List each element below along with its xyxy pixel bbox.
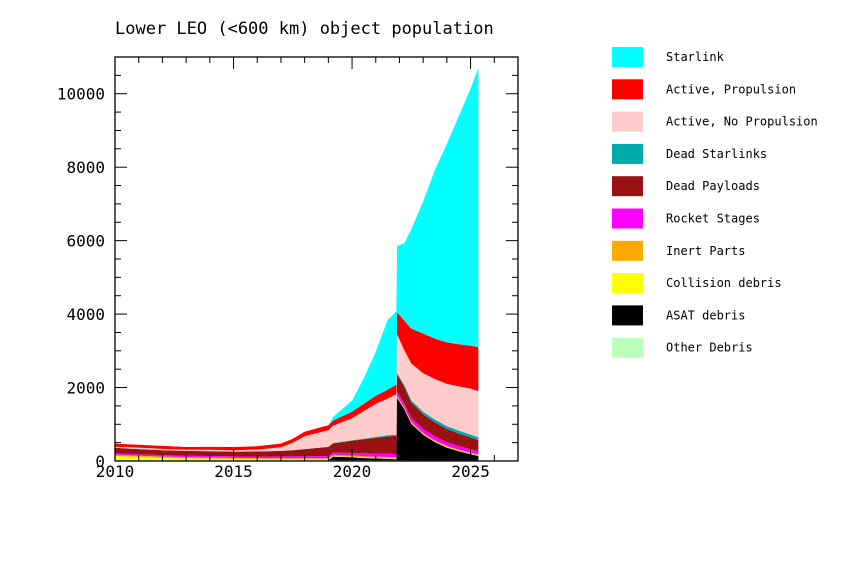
legend-swatch-active-no-propulsion bbox=[612, 111, 643, 132]
legend-swatch-other-debris bbox=[612, 337, 643, 358]
axis-ticks bbox=[114, 56, 519, 462]
legend-swatch-dead-starlinks bbox=[612, 143, 643, 164]
legend-label-asat-debris: ASAT debris bbox=[666, 308, 745, 322]
legend-label-inert-parts: Inert Parts bbox=[666, 244, 745, 258]
legend-swatch-starlink bbox=[612, 47, 643, 67]
area-asat-debris bbox=[115, 397, 479, 461]
legend-label-collision-debris: Collision debris bbox=[666, 276, 782, 290]
y-tick-label: 4000 bbox=[66, 305, 105, 324]
legend-label-active-no-propulsion: Active, No Propulsion bbox=[666, 115, 818, 129]
legend-label-active-propulsion: Active, Propulsion bbox=[666, 82, 796, 96]
legend-swatch-collision-debris bbox=[612, 273, 643, 294]
y-tick-label: 10000 bbox=[57, 85, 105, 104]
legend-swatch-rocket-stages bbox=[612, 208, 643, 229]
y-axis: 0 2000 4000 6000 8000 10000 bbox=[57, 85, 105, 471]
area-starlink bbox=[115, 68, 479, 447]
x-tick-label: 2015 bbox=[214, 462, 253, 481]
legend-label-dead-payloads: Dead Payloads bbox=[666, 179, 760, 193]
legend-label-dead-starlinks: Dead Starlinks bbox=[666, 147, 767, 161]
legend: Starlink Active, Propulsion Active, No Pro… bbox=[612, 47, 818, 358]
y-tick-label: 2000 bbox=[66, 379, 105, 398]
y-tick-label: 6000 bbox=[66, 232, 105, 251]
legend-swatch-asat-debris bbox=[612, 305, 643, 326]
legend-label-starlink: Starlink bbox=[666, 50, 725, 64]
y-tick-label: 8000 bbox=[66, 158, 105, 177]
x-tick-label: 2020 bbox=[333, 462, 372, 481]
legend-swatch-active-propulsion bbox=[612, 79, 643, 100]
legend-label-rocket-stages: Rocket Stages bbox=[666, 212, 760, 226]
legend-swatch-dead-payloads bbox=[612, 176, 643, 197]
legend-swatch-inert-parts bbox=[612, 240, 643, 261]
x-tick-label: 2010 bbox=[96, 462, 135, 481]
legend-label-other-debris: Other Debris bbox=[666, 341, 753, 355]
x-axis: 2010 2015 2020 2025 bbox=[96, 462, 490, 481]
chart-title: Lower LEO (<600 km) object population bbox=[115, 19, 494, 39]
plot-area bbox=[114, 56, 519, 462]
y-tick-label: 0 bbox=[95, 452, 105, 471]
area-active-no-propulsion bbox=[115, 334, 479, 452]
plot-border bbox=[114, 56, 519, 462]
x-tick-label: 2025 bbox=[451, 462, 490, 481]
